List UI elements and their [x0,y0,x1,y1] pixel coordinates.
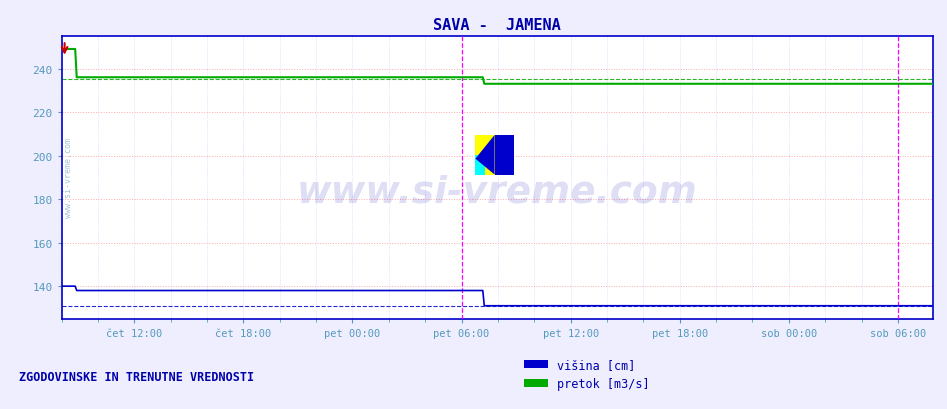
Text: www.si-vreme.com: www.si-vreme.com [64,138,73,218]
Bar [475,155,485,175]
Bar [475,135,494,175]
Title: SAVA -  JAMENA: SAVA - JAMENA [434,18,561,33]
Polygon shape [475,135,494,175]
Text: www.si-vreme.com: www.si-vreme.com [296,174,698,210]
Text: ZGODOVINSKE IN TRENUTNE VREDNOSTI: ZGODOVINSKE IN TRENUTNE VREDNOSTI [19,371,254,383]
Bar [494,135,513,175]
Legend: višina [cm], pretok [m3/s]: višina [cm], pretok [m3/s] [520,354,654,395]
